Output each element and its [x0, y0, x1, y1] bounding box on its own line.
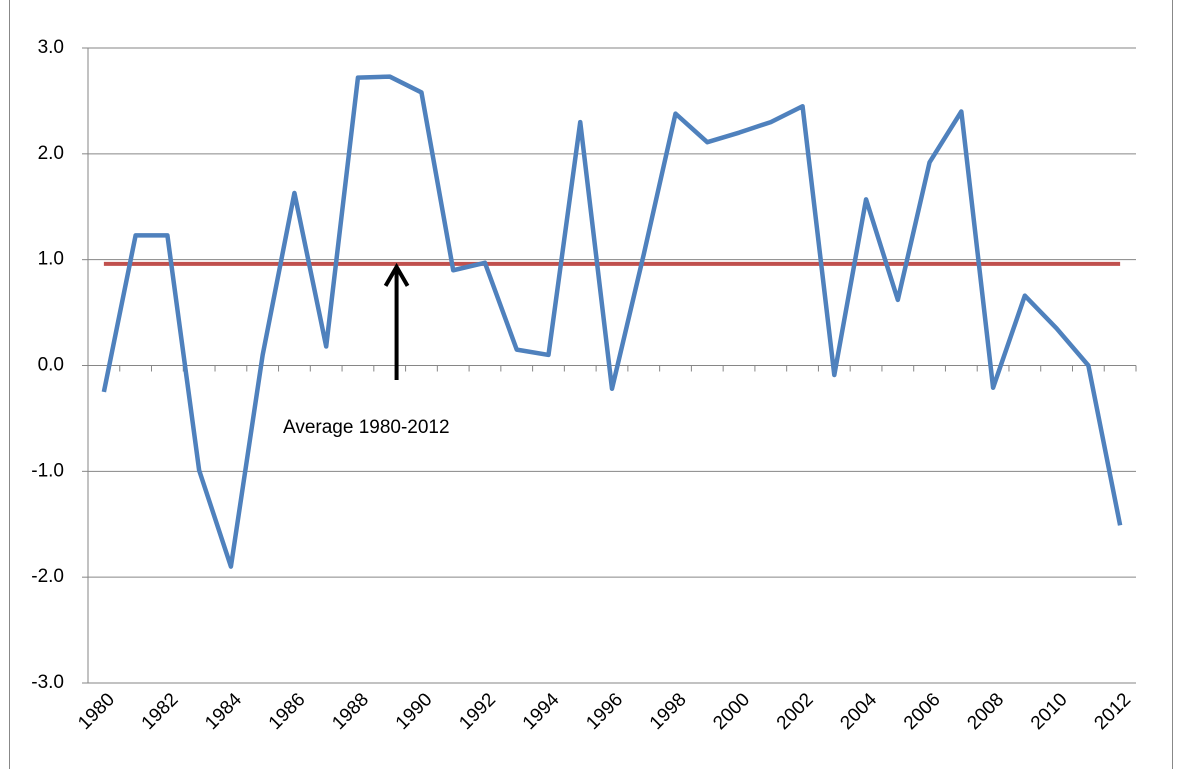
y-tick-label: 0.0: [38, 355, 64, 376]
x-tick-label: 1984: [201, 689, 246, 734]
x-tick-label: 1980: [74, 689, 119, 734]
data-line: [101, 74, 1123, 569]
x-tick-label: 1994: [519, 689, 564, 734]
y-tick-label: -3.0: [31, 672, 64, 693]
x-tick-label: 1986: [265, 689, 310, 734]
x-tick-label: 2000: [709, 689, 754, 734]
x-tick-label: 1992: [455, 689, 500, 734]
x-tick-label: 1982: [138, 689, 183, 734]
x-tick-label: 2012: [1090, 689, 1135, 734]
x-tick-label: 2004: [836, 689, 881, 734]
x-tick-label: 2002: [773, 689, 818, 734]
y-tick-label: 1.0: [38, 249, 64, 270]
x-tick-label: 1996: [582, 689, 627, 734]
x-tick-label: 1990: [392, 689, 437, 734]
x-tick-label: 1988: [328, 689, 373, 734]
annotation-arrowhead: [383, 262, 410, 287]
y-tick-label: -1.0: [31, 460, 64, 481]
x-tick-label: 2010: [1027, 689, 1072, 734]
x-tick-label: 1998: [646, 689, 691, 734]
y-tick-label: 2.0: [38, 143, 64, 164]
annotation-label: Average 1980-2012: [283, 417, 450, 438]
x-tick-label: 2008: [963, 689, 1008, 734]
y-tick-label: 3.0: [38, 37, 64, 58]
x-tick-label: 2006: [900, 689, 945, 734]
y-tick-label: -2.0: [31, 566, 64, 587]
